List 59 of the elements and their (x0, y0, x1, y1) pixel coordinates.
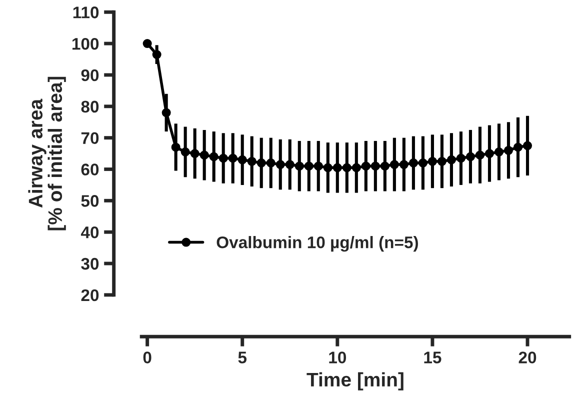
point (218, 154, 228, 163)
point (332, 163, 342, 172)
point (200, 150, 209, 160)
point (475, 150, 484, 160)
y-tick-label: 40 (80, 226, 99, 238)
point (446, 155, 456, 164)
point (238, 155, 247, 164)
point (428, 156, 437, 166)
point (294, 162, 304, 171)
point (513, 142, 523, 152)
point (209, 152, 218, 162)
point (418, 158, 428, 168)
point (247, 156, 256, 166)
point (390, 160, 399, 170)
point (171, 142, 180, 152)
y-tick-label: 50 (81, 195, 99, 207)
point (484, 149, 494, 158)
point (370, 162, 380, 171)
point (304, 162, 314, 171)
point (180, 147, 190, 156)
point (352, 163, 361, 172)
point (408, 158, 418, 168)
y-tick-label: 70 (81, 132, 99, 144)
y-tick-label: 110 (73, 6, 99, 18)
point (152, 50, 162, 60)
point (285, 160, 294, 170)
point (456, 154, 466, 163)
point (399, 160, 408, 170)
point (190, 149, 200, 158)
point (276, 160, 285, 170)
point (228, 154, 238, 163)
x-tick-label: 15 (424, 352, 442, 364)
y-tick-label: 90 (81, 69, 99, 82)
y-tick-label: 20 (81, 289, 99, 302)
legend-label: Ovalbumin 10 µg/ml (n=5) (216, 236, 418, 252)
point (361, 162, 370, 171)
point (437, 156, 446, 166)
point (314, 162, 323, 171)
point (266, 158, 276, 168)
point (522, 141, 532, 150)
y-tick-label: 100 (72, 38, 99, 50)
x-tick-label: 0 (143, 352, 152, 364)
x-tick-label: 10 (329, 352, 346, 364)
x-tick-label: 20 (518, 352, 536, 364)
point (142, 39, 152, 48)
point (162, 108, 171, 118)
x-tick-label: 5 (238, 352, 247, 364)
y-axis-title: Airway area [% of initial area] (28, 76, 66, 230)
point (504, 146, 514, 155)
y-tick-label: 30 (81, 258, 99, 270)
point (342, 163, 352, 172)
y-tick-label: 60 (81, 164, 99, 176)
point (466, 152, 475, 162)
y-tick-label: 80 (81, 100, 99, 113)
point (256, 158, 266, 168)
x-axis-title: Time [min] (306, 372, 404, 390)
point (323, 163, 332, 172)
point (494, 147, 504, 156)
point (380, 162, 390, 171)
